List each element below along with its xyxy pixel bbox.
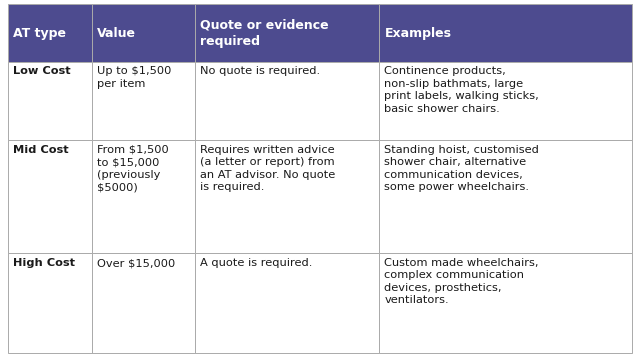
- Text: Examples: Examples: [385, 26, 451, 40]
- Bar: [380, 140, 632, 253]
- Bar: [92, 4, 195, 62]
- Bar: [380, 62, 632, 140]
- Text: From $1,500
to $15,000
(previously
$5000): From $1,500 to $15,000 (previously $5000…: [97, 145, 169, 192]
- Bar: [92, 62, 195, 140]
- Text: Requires written advice
(a letter or report) from
an AT advisor. No quote
is req: Requires written advice (a letter or rep…: [200, 145, 335, 192]
- Text: Quote or evidence
required: Quote or evidence required: [200, 19, 329, 47]
- Bar: [8, 253, 92, 353]
- Bar: [195, 140, 380, 253]
- Bar: [8, 4, 92, 62]
- Text: No quote is required.: No quote is required.: [200, 66, 320, 76]
- Bar: [8, 140, 92, 253]
- Bar: [195, 62, 380, 140]
- Text: High Cost: High Cost: [13, 258, 75, 268]
- Text: A quote is required.: A quote is required.: [200, 258, 312, 268]
- Text: Custom made wheelchairs,
complex communication
devices, prosthetics,
ventilators: Custom made wheelchairs, complex communi…: [385, 258, 539, 305]
- Bar: [92, 253, 195, 353]
- Bar: [8, 62, 92, 140]
- Bar: [195, 4, 380, 62]
- Text: Continence products,
non-slip bathmats, large
print labels, walking sticks,
basi: Continence products, non-slip bathmats, …: [385, 66, 540, 114]
- Bar: [195, 253, 380, 353]
- Text: AT type: AT type: [13, 26, 66, 40]
- Text: Value: Value: [97, 26, 136, 40]
- Text: Up to $1,500
per item: Up to $1,500 per item: [97, 66, 172, 89]
- Text: Low Cost: Low Cost: [13, 66, 70, 76]
- Text: Over $15,000: Over $15,000: [97, 258, 175, 268]
- Text: Mid Cost: Mid Cost: [13, 145, 68, 155]
- Bar: [380, 253, 632, 353]
- Text: Standing hoist, customised
shower chair, alternative
communication devices,
some: Standing hoist, customised shower chair,…: [385, 145, 540, 192]
- Bar: [380, 4, 632, 62]
- Bar: [92, 140, 195, 253]
